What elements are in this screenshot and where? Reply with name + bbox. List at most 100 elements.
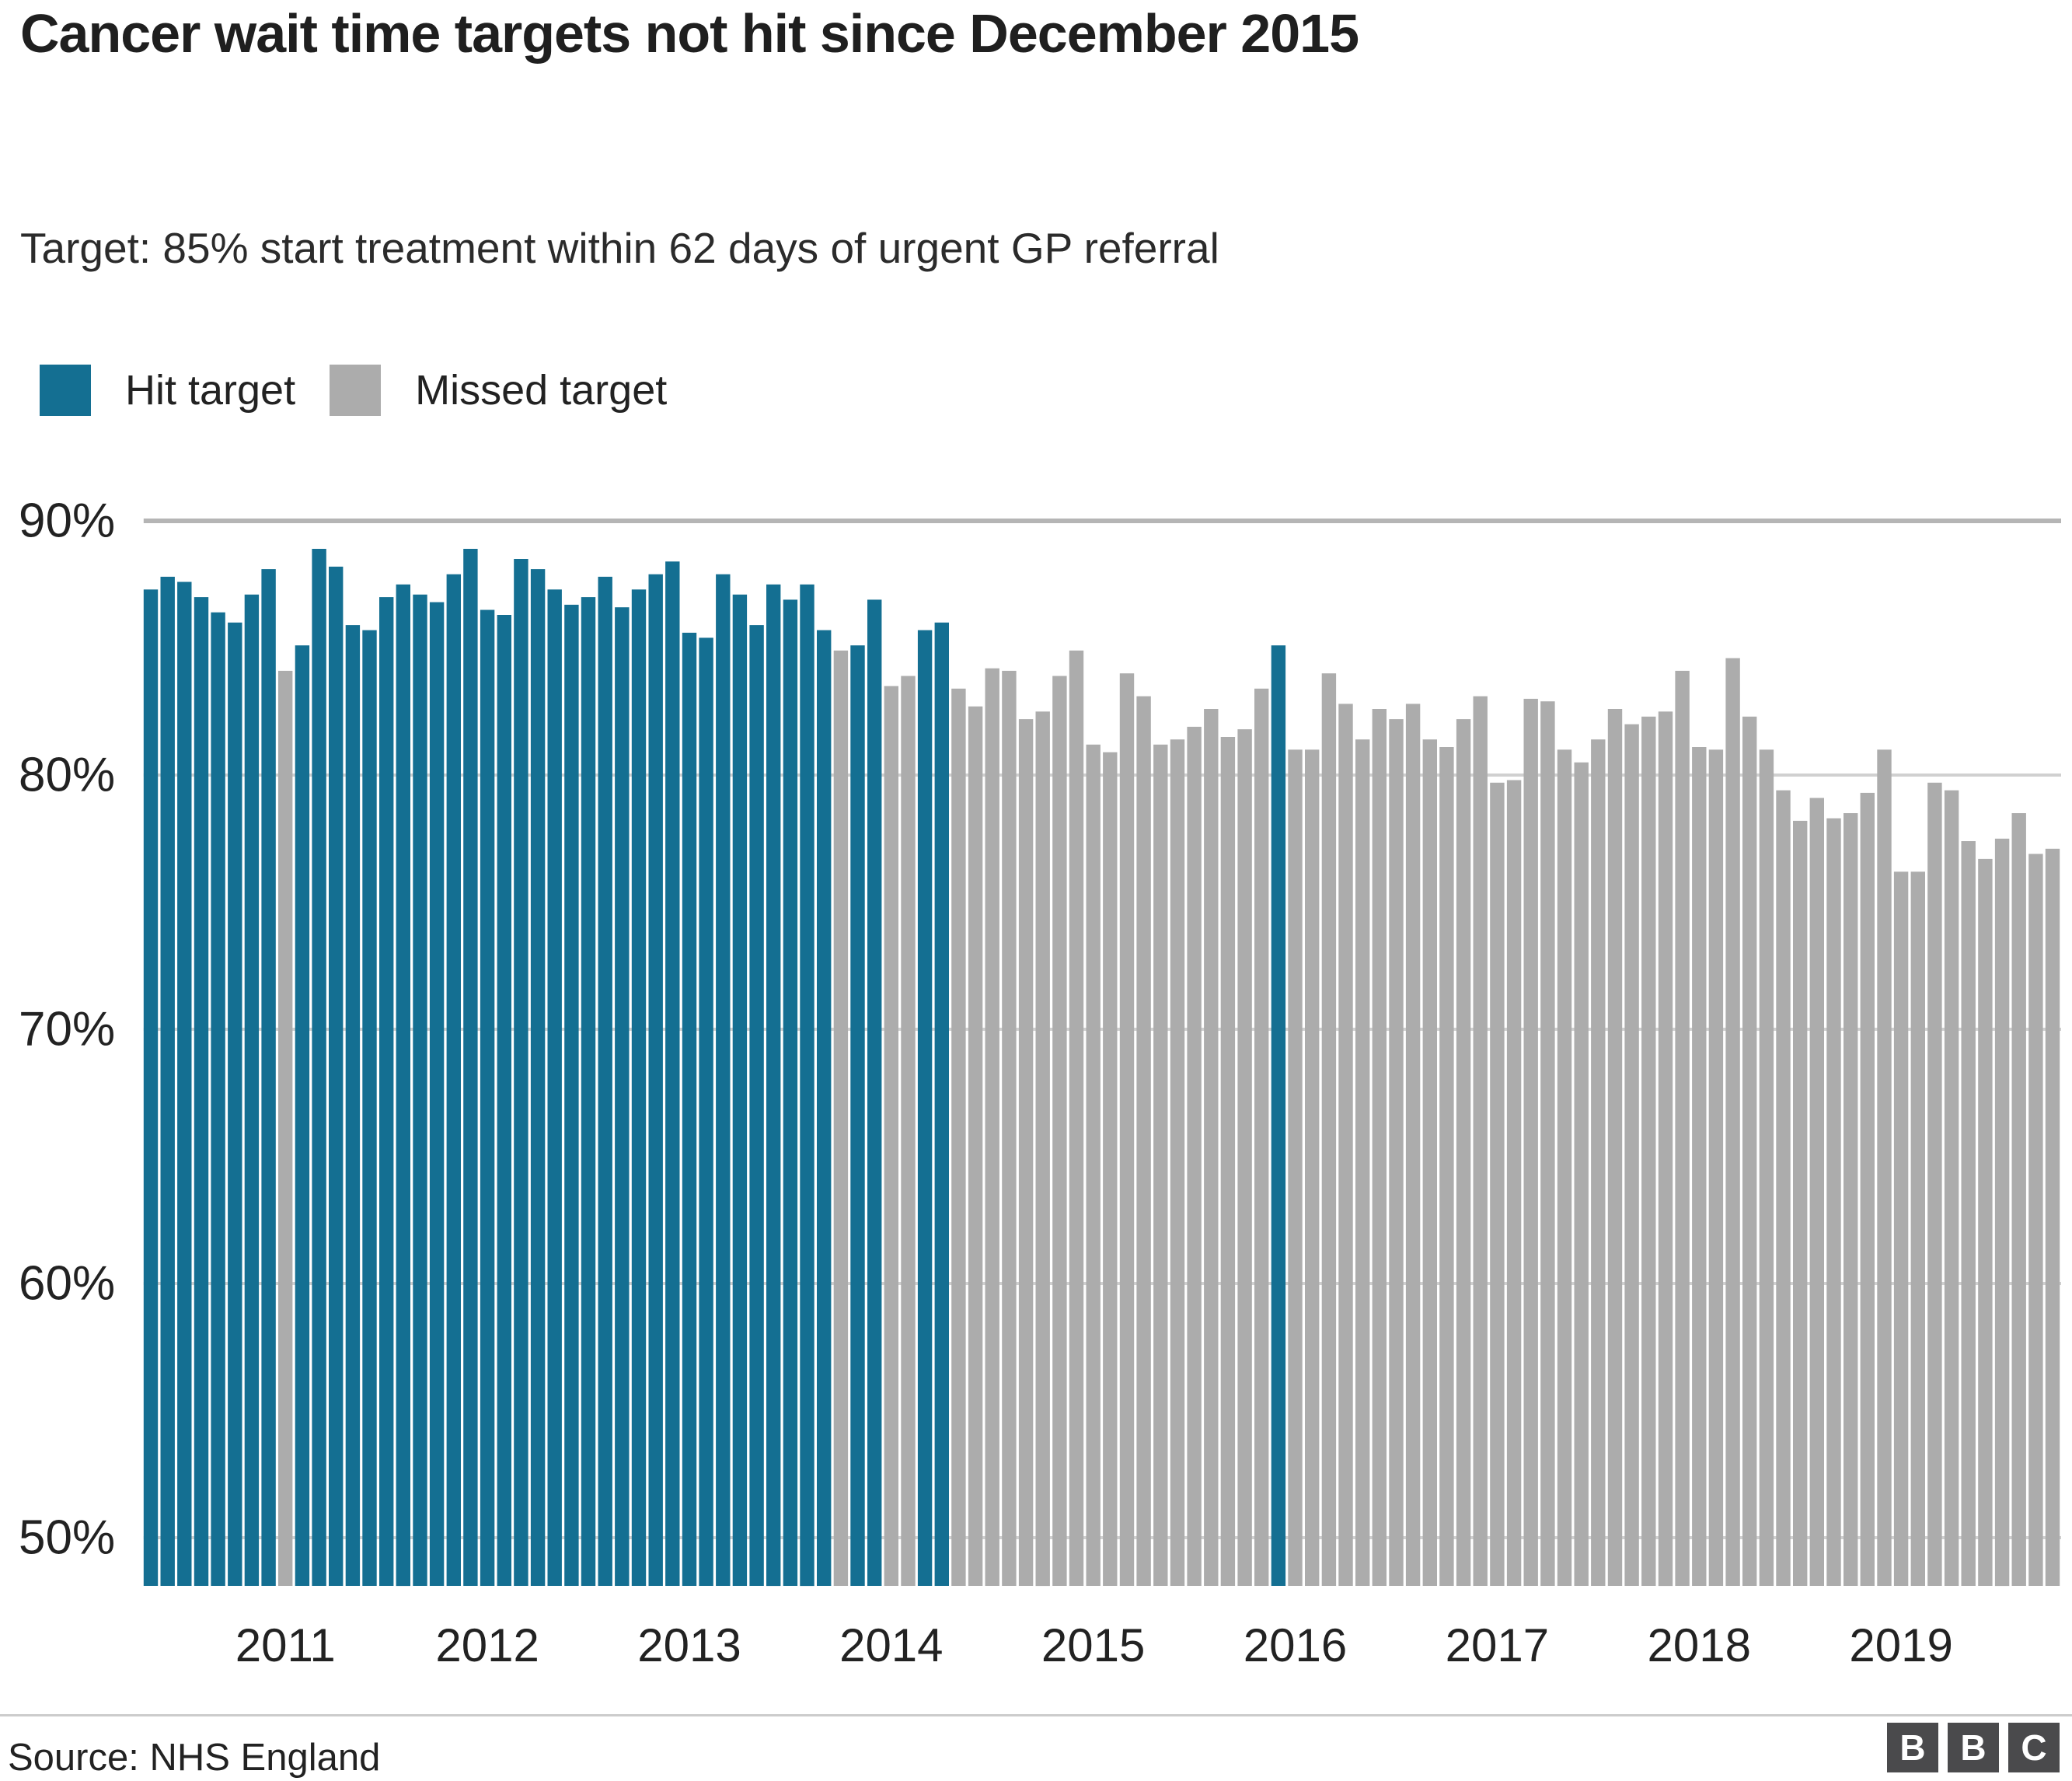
- bar-month-104: [1893, 871, 1909, 1586]
- bar-month-88: [1624, 724, 1639, 1586]
- chart-title: Cancer wait time targets not hit since D…: [20, 3, 1359, 64]
- bar-month-9: [295, 645, 310, 1587]
- bar-month-3: [194, 597, 209, 1586]
- bar-month-32: [682, 632, 697, 1586]
- bar-month-49: [968, 706, 983, 1587]
- bar-month-107: [1944, 790, 1959, 1586]
- bar-month-54: [1052, 676, 1067, 1586]
- bar-month-90: [1658, 711, 1673, 1587]
- bbc-logo-square: B: [1948, 1723, 1999, 1772]
- gridline-50%: [143, 1536, 2061, 1539]
- bar-month-69: [1305, 749, 1320, 1586]
- bar-month-47: [934, 622, 949, 1586]
- bar-month-29: [631, 589, 647, 1586]
- bar-month-34: [716, 574, 731, 1587]
- bar-month-70: [1321, 673, 1337, 1587]
- bar-month-42: [850, 645, 865, 1587]
- bar-month-64: [1220, 737, 1236, 1586]
- missed-target-swatch-icon: [330, 365, 382, 416]
- y-tick-80%: 80%: [19, 748, 116, 802]
- y-tick-60%: 60%: [19, 1256, 116, 1311]
- bar-month-63: [1204, 709, 1219, 1586]
- bar-month-12: [345, 625, 361, 1586]
- bar-month-1: [160, 576, 175, 1586]
- bar-month-111: [2011, 813, 2026, 1586]
- hit-target-swatch-icon: [40, 365, 91, 416]
- bar-month-58: [1119, 673, 1135, 1587]
- gridline-60%: [143, 1282, 2061, 1285]
- bar-month-7: [261, 569, 276, 1586]
- bar-month-17: [429, 602, 445, 1586]
- bar-month-30: [648, 574, 663, 1587]
- bar-month-8: [278, 670, 293, 1586]
- y-tick-70%: 70%: [19, 1002, 116, 1056]
- bar-month-45: [901, 676, 916, 1586]
- bar-month-56: [1086, 744, 1101, 1586]
- footer-divider: [0, 1714, 2072, 1716]
- bar-month-46: [917, 630, 933, 1586]
- bar-month-6: [244, 594, 260, 1586]
- bar-month-61: [1170, 739, 1185, 1587]
- bar-month-68: [1288, 749, 1303, 1586]
- bar-month-21: [497, 615, 511, 1586]
- bar-month-28: [615, 607, 630, 1587]
- bar-month-40: [817, 630, 832, 1586]
- legend-entry-missed: Missed target: [330, 365, 667, 416]
- bar-month-65: [1237, 729, 1252, 1586]
- bar-month-66: [1254, 688, 1269, 1586]
- bar-month-35: [732, 594, 748, 1586]
- bar-month-84: [1557, 749, 1572, 1586]
- bar-month-26: [581, 597, 596, 1586]
- bar-month-94: [1725, 658, 1740, 1586]
- bbc-logo-square: C: [2008, 1723, 2060, 1772]
- bar-month-19: [463, 549, 478, 1586]
- bar-month-93: [1708, 749, 1724, 1586]
- x-year-label-2015: 2015: [1041, 1619, 1146, 1671]
- bar-month-33: [699, 637, 713, 1586]
- x-year-label-2011: 2011: [235, 1619, 336, 1671]
- x-year-label-2019: 2019: [1849, 1619, 1953, 1671]
- bbc-logo-square: B: [1887, 1723, 1938, 1772]
- x-year-label-2012: 2012: [435, 1619, 539, 1671]
- bar-month-44: [884, 686, 898, 1586]
- bar-month-76: [1422, 739, 1437, 1587]
- legend-label-missed: Missed target: [415, 367, 668, 414]
- bar-month-14: [379, 597, 394, 1586]
- bbc-logo-letter: C: [2021, 1727, 2047, 1768]
- bar-month-57: [1103, 752, 1118, 1586]
- bar-month-86: [1591, 739, 1606, 1587]
- bar-month-59: [1136, 696, 1151, 1586]
- bar-month-91: [1675, 670, 1690, 1586]
- bar-month-77: [1439, 747, 1454, 1586]
- bar-month-100: [1826, 818, 1841, 1586]
- legend-entry-hit: Hit target: [40, 365, 295, 416]
- x-year-label-2016: 2016: [1243, 1619, 1348, 1671]
- bar-month-108: [1961, 841, 1976, 1586]
- bar-month-41: [833, 650, 849, 1586]
- bar-month-81: [1506, 780, 1522, 1586]
- bar-month-85: [1574, 762, 1589, 1587]
- bar-month-62: [1187, 726, 1202, 1586]
- x-year-label-2013: 2013: [637, 1619, 741, 1671]
- bar-month-51: [1002, 670, 1017, 1586]
- x-year-label-2017: 2017: [1445, 1619, 1550, 1671]
- bar-month-92: [1692, 747, 1707, 1586]
- bar-month-109: [1978, 858, 1993, 1586]
- bar-month-55: [1069, 650, 1084, 1586]
- bar-month-105: [1910, 871, 1925, 1586]
- bar-month-18: [446, 574, 461, 1587]
- bar-month-87: [1607, 709, 1623, 1586]
- bar-month-11: [329, 566, 344, 1586]
- bar-month-20: [480, 609, 495, 1586]
- bar-month-5: [228, 622, 242, 1586]
- chart-subtitle: Target: 85% start treatment within 62 da…: [20, 224, 1219, 272]
- x-year-label-2018: 2018: [1647, 1619, 1751, 1671]
- bar-month-113: [2045, 848, 2060, 1586]
- bar-month-36: [749, 625, 764, 1586]
- bar-month-23: [530, 569, 546, 1586]
- bar-month-2: [177, 581, 192, 1586]
- bar-month-16: [413, 594, 427, 1586]
- bar-month-71: [1338, 704, 1353, 1586]
- legend: Hit target Missed target: [40, 364, 667, 417]
